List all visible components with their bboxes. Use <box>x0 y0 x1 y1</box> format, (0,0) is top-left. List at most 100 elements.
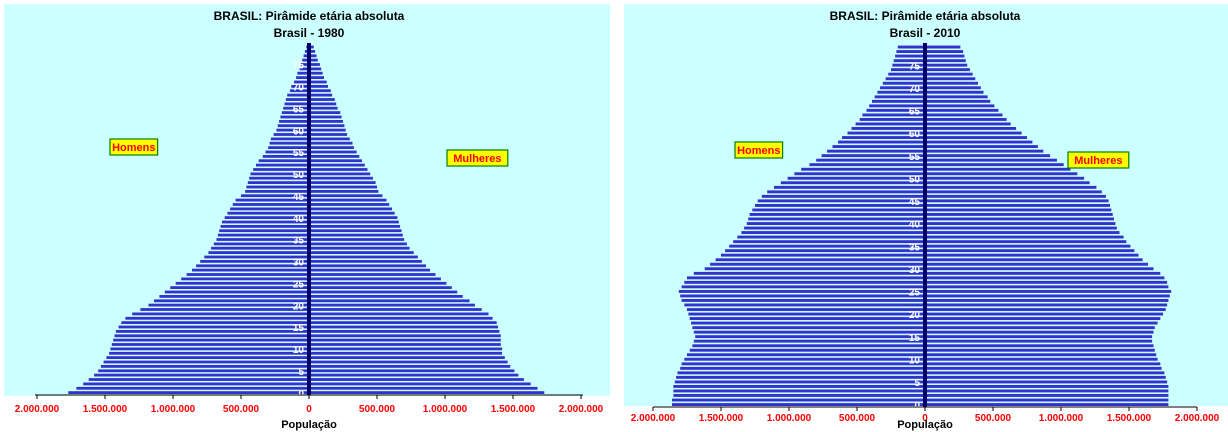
age-label-45: 45 <box>909 197 921 208</box>
bar-homens-1980-age-33 <box>211 246 309 250</box>
bar-mulheres-1980-age-72 <box>309 76 324 79</box>
bar-homens-2010-age-40 <box>746 222 925 225</box>
bar-homens-1980-age-71 <box>294 80 309 84</box>
bar-homens-1980-age-53 <box>258 159 309 163</box>
bar-homens-1980-age-69 <box>290 89 309 93</box>
bar-homens-2010-age-76 <box>893 59 925 63</box>
bar-mulheres-1980-age-38 <box>309 225 401 228</box>
legend-mulheres-box <box>446 149 509 167</box>
bar-homens-2010-age-0 <box>672 403 925 406</box>
bar-homens-2010-age-7 <box>677 371 925 375</box>
bar-homens-1980-age-15 <box>118 325 309 329</box>
bar-homens-2010-age-27 <box>684 280 925 284</box>
bar-mulheres-2010-age-69 <box>925 90 984 94</box>
bar-homens-2010-age-71 <box>882 81 925 85</box>
age-label-35: 35 <box>293 236 305 247</box>
x-tick-label: 1.000.000 <box>767 413 812 424</box>
bar-mulheres-1980-age-6 <box>309 365 511 368</box>
x-tick-label: 0 <box>922 413 928 424</box>
bar-mulheres-2010-age-70 <box>925 86 981 90</box>
bar-mulheres-2010-age-21 <box>925 308 1166 311</box>
bar-homens-2010-age-43 <box>752 208 925 212</box>
bar-mulheres-2010-age-37 <box>925 235 1124 239</box>
bar-mulheres-2010-age-43 <box>925 208 1112 212</box>
bar-homens-1980-age-21 <box>154 299 309 303</box>
bar-mulheres-1980-age-53 <box>309 159 362 163</box>
bar-homens-1980-age-41 <box>227 211 309 215</box>
bar-homens-2010-age-53 <box>809 163 925 167</box>
bar-mulheres-2010-age-42 <box>925 213 1113 216</box>
age-label-20: 20 <box>909 310 921 321</box>
bar-homens-2010-age-74 <box>891 68 925 72</box>
bar-mulheres-1980-age-20 <box>309 303 475 307</box>
bar-homens-1980-age-2 <box>83 382 309 386</box>
bar-homens-2010-age-29 <box>693 271 925 275</box>
bar-mulheres-2010-age-24 <box>925 294 1170 298</box>
bar-mulheres-1980-age-59 <box>309 133 348 136</box>
bar-mulheres-1980-age-17 <box>309 316 493 320</box>
bar-mulheres-1980-age-67 <box>309 98 335 101</box>
legend-homens-box <box>734 141 784 159</box>
age-label-15: 15 <box>293 323 305 334</box>
bar-homens-1980-age-17 <box>125 316 310 320</box>
bar-mulheres-1980-age-73 <box>309 71 323 75</box>
bar-homens-1980-age-72 <box>296 76 309 79</box>
legend-homens-text: Homens <box>112 142 155 154</box>
bar-homens-2010-age-31 <box>710 262 925 266</box>
bar-mulheres-1980-age-45 <box>309 194 383 198</box>
x-tick-label: 1.500.000 <box>83 404 128 415</box>
bar-mulheres-2010-age-12 <box>925 348 1155 352</box>
bar-mulheres-2010-age-18 <box>925 321 1158 325</box>
bar-homens-1980-age-55 <box>265 150 309 154</box>
bar-mulheres-1980-age-1 <box>309 386 538 390</box>
bar-homens-2010-age-56 <box>827 149 925 153</box>
bar-mulheres-2010-age-66 <box>925 104 995 108</box>
bar-mulheres-2010-age-32 <box>925 258 1143 262</box>
bar-homens-1980-age-74 <box>299 67 309 71</box>
bar-mulheres-1980-age-56 <box>309 146 354 149</box>
age-label-15: 15 <box>909 333 921 344</box>
bar-mulheres-1980-age-4 <box>309 373 519 377</box>
bar-mulheres-1980-age-77 <box>309 54 317 58</box>
x-tick-label: 500.000 <box>975 413 1012 424</box>
bar-homens-2010-age-21 <box>687 308 925 311</box>
bar-mulheres-2010-age-19 <box>925 317 1161 320</box>
chart-subtitle: Brasil - 1980 <box>274 26 345 40</box>
bar-homens-2010-age-30 <box>704 267 925 271</box>
bar-homens-1980-age-54 <box>262 155 309 158</box>
bar-homens-2010-age-14 <box>693 339 925 343</box>
bar-mulheres-2010-age-16 <box>925 330 1154 334</box>
bar-mulheres-1980-age-10 <box>309 347 503 351</box>
bar-homens-2010-age-13 <box>692 344 925 348</box>
legend-homens: Homens <box>734 141 784 159</box>
bar-mulheres-2010-age-34 <box>925 249 1135 253</box>
x-tick-label: 1.000.000 <box>1039 413 1084 424</box>
bar-mulheres-1980-age-79 <box>309 45 314 49</box>
bar-homens-2010-age-78 <box>896 50 925 53</box>
bar-homens-2010-age-5 <box>674 380 925 384</box>
bar-mulheres-2010-age-28 <box>925 276 1165 280</box>
bar-mulheres-2010-age-67 <box>925 99 991 103</box>
bar-homens-1980-age-46 <box>245 190 309 193</box>
bar-homens-2010-age-24 <box>680 294 925 298</box>
bar-mulheres-2010-age-4 <box>925 385 1169 388</box>
x-axis-label: População <box>897 419 953 431</box>
bar-homens-2010-age-55 <box>821 154 925 158</box>
bar-mulheres-2010-age-39 <box>925 226 1117 230</box>
bar-mulheres-2010-age-63 <box>925 118 1007 121</box>
bar-mulheres-2010-age-10 <box>925 357 1158 361</box>
bar-homens-1980-age-8 <box>106 356 310 359</box>
bar-mulheres-2010-age-52 <box>925 167 1071 171</box>
bar-mulheres-1980-age-78 <box>309 50 316 53</box>
bar-homens-1980-age-39 <box>222 220 309 224</box>
bar-homens-2010-age-22 <box>684 303 925 307</box>
x-tick-label: 500.000 <box>223 404 260 415</box>
bar-homens-1980-age-52 <box>256 163 309 167</box>
bar-homens-1980-age-70 <box>291 85 309 88</box>
bar-homens-2010-age-42 <box>749 213 925 216</box>
bar-homens-2010-age-20 <box>688 312 925 316</box>
bar-homens-1980-age-57 <box>269 141 309 145</box>
bar-homens-2010-age-11 <box>687 353 925 357</box>
x-tick-label: 2.000.000 <box>1175 413 1220 424</box>
bar-mulheres-2010-age-65 <box>925 108 999 112</box>
